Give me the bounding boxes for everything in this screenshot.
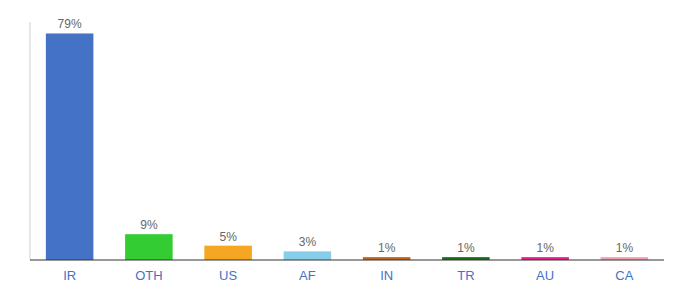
x-tick-label: TR — [457, 268, 474, 283]
x-tick-label: AF — [299, 268, 316, 283]
data-label: 5% — [219, 230, 237, 244]
x-axis-line — [30, 259, 664, 260]
data-label: 1% — [616, 241, 634, 255]
x-tick-label: CA — [615, 268, 633, 283]
data-label: 3% — [299, 235, 317, 249]
bar — [204, 246, 252, 260]
data-labels: 79% 9% 5% 3% 1% 1% 1% 1% — [58, 17, 634, 255]
x-tick-label: OTH — [135, 268, 162, 283]
data-label: 1% — [536, 241, 554, 255]
x-tick-labels: IR OTH US AF IN TR AU CA — [63, 268, 634, 283]
y-axis-line — [30, 22, 31, 260]
bar — [46, 33, 94, 260]
bar — [125, 234, 173, 260]
x-tick-label: IN — [380, 268, 393, 283]
x-tick-label: IR — [63, 268, 76, 283]
data-label: 1% — [457, 241, 475, 255]
bar — [284, 251, 332, 260]
data-label: 1% — [378, 241, 396, 255]
x-tick-label: AU — [536, 268, 554, 283]
bars — [46, 33, 648, 260]
data-label: 9% — [140, 218, 158, 232]
data-label: 79% — [58, 17, 82, 31]
chart-container: 79% 9% 5% 3% 1% 1% 1% 1% IR OTH US AF IN TR AU CA — [0, 0, 680, 300]
chart-svg: 79% 9% 5% 3% 1% 1% 1% 1% IR OTH US AF IN TR AU CA — [0, 0, 680, 300]
x-tick-label: US — [219, 268, 237, 283]
